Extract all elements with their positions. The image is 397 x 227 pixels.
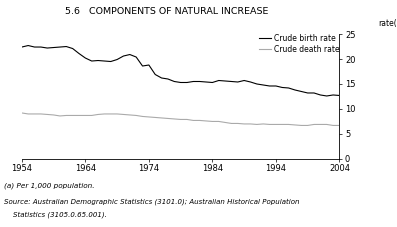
Crude death rate [121, 113, 126, 116]
Crude death rate [331, 124, 335, 127]
Crude birth rate [19, 46, 24, 48]
Crude death rate [19, 112, 24, 114]
Crude birth rate [331, 94, 335, 96]
Crude death rate [337, 124, 342, 127]
Crude birth rate [254, 83, 259, 85]
Text: Statistics (3105.0.65.001).: Statistics (3105.0.65.001). [4, 212, 107, 218]
Crude death rate [229, 122, 234, 125]
Crude birth rate [26, 44, 31, 47]
Crude birth rate [127, 53, 132, 56]
Text: rate(a): rate(a) [378, 20, 397, 29]
Line: Crude death rate: Crude death rate [22, 113, 339, 126]
Crude birth rate [96, 59, 100, 62]
Crude birth rate [337, 94, 342, 97]
Crude birth rate [324, 95, 329, 97]
Crude death rate [248, 123, 253, 125]
Crude birth rate [235, 81, 240, 83]
Text: (a) Per 1,000 population.: (a) Per 1,000 population. [4, 183, 94, 189]
Crude death rate [89, 114, 94, 117]
Crude birth rate [121, 55, 126, 57]
Text: Source: Australian Demographic Statistics (3101.0); Australian Historical Popula: Source: Australian Demographic Statistic… [4, 199, 299, 205]
Crude death rate [115, 113, 119, 115]
Text: 5.6   COMPONENTS OF NATURAL INCREASE: 5.6 COMPONENTS OF NATURAL INCREASE [65, 7, 268, 16]
Line: Crude birth rate: Crude birth rate [22, 46, 339, 96]
Crude death rate [299, 124, 304, 127]
Legend: Crude birth rate, Crude death rate: Crude birth rate, Crude death rate [259, 34, 339, 54]
